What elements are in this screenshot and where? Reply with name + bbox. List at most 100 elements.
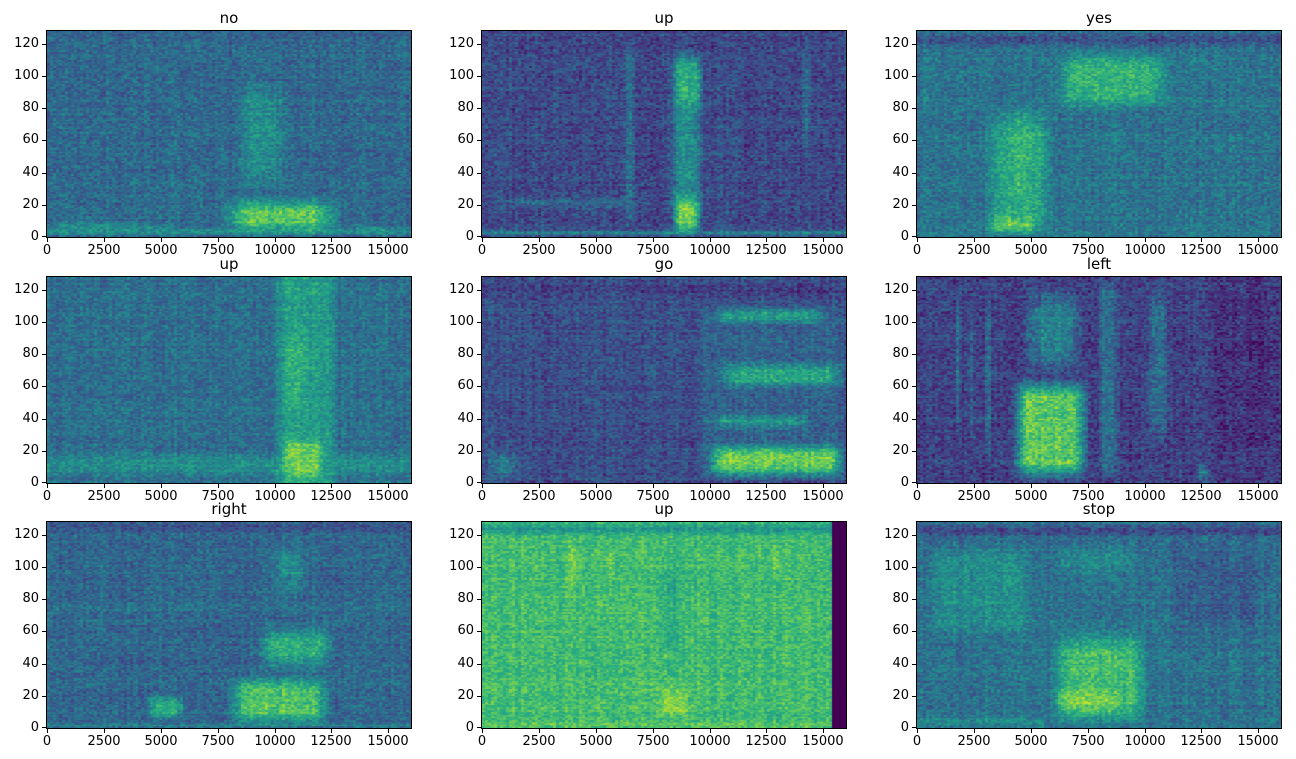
- x-tick-label: 15000: [802, 489, 844, 504]
- x-tick-label: 12500: [1180, 489, 1222, 504]
- subplot-title: yes: [1086, 9, 1112, 27]
- y-tick-label: 20: [457, 197, 474, 212]
- spectrogram-image: [482, 277, 846, 483]
- y-tick-mark: [477, 599, 481, 600]
- y-tick-label: 60: [22, 623, 39, 638]
- y-tick-label: 80: [892, 346, 909, 361]
- subplot-title: no: [219, 9, 239, 27]
- x-tick-mark: [1201, 729, 1202, 733]
- x-tick-mark: [482, 484, 483, 488]
- x-tick-mark: [47, 484, 48, 488]
- y-tick-mark: [912, 44, 916, 45]
- spectrogram-image: [482, 31, 846, 237]
- y-tick-label: 120: [449, 527, 474, 542]
- y-tick-mark: [477, 451, 481, 452]
- y-tick-mark: [912, 535, 916, 536]
- y-tick-label: 120: [449, 36, 474, 51]
- y-tick-label: 100: [14, 314, 39, 329]
- y-tick-label: 100: [449, 68, 474, 83]
- x-tick-label: 7500: [1071, 734, 1105, 749]
- y-tick-mark: [912, 451, 916, 452]
- y-tick-label: 100: [14, 68, 39, 83]
- x-tick-mark: [161, 484, 162, 488]
- x-tick-label: 0: [42, 734, 52, 749]
- subplot-title: go: [654, 255, 674, 273]
- x-tick-label: 2500: [957, 489, 991, 504]
- x-tick-mark: [917, 484, 918, 488]
- x-tick-mark: [823, 238, 824, 242]
- y-tick-label: 100: [449, 559, 474, 574]
- y-tick-label: 20: [22, 688, 39, 703]
- y-tick-mark: [477, 173, 481, 174]
- subplot-left-5: left 0 20 40 60 80 100 120 0 2500 5000 7500 10000 125…: [884, 255, 1282, 504]
- subplot-title: up: [654, 500, 674, 518]
- x-tick-mark: [1145, 484, 1146, 488]
- y-tick-label: 40: [892, 165, 909, 180]
- y-tick-label: 100: [14, 559, 39, 574]
- y-tick-mark: [477, 140, 481, 141]
- spectrogram-image: [917, 522, 1281, 728]
- y-tick-label: 120: [14, 282, 39, 297]
- y-tick-mark: [477, 535, 481, 536]
- x-tick-label: 2500: [87, 734, 121, 749]
- y-tick-label: 0: [900, 475, 909, 490]
- spectrogram-image: [917, 277, 1281, 483]
- y-tick-mark: [42, 173, 46, 174]
- x-tick-label: 15000: [367, 243, 409, 258]
- y-tick-label: 40: [457, 165, 474, 180]
- x-tick-mark: [1201, 238, 1202, 242]
- x-tick-label: 5000: [579, 243, 613, 258]
- x-tick-label: 0: [42, 243, 52, 258]
- y-tick-label: 40: [22, 165, 39, 180]
- y-tick-mark: [477, 567, 481, 568]
- x-tick-mark: [596, 484, 597, 488]
- y-tick-label: 80: [457, 346, 474, 361]
- spectrogram-image: [47, 522, 411, 728]
- x-tick-label: 15000: [367, 734, 409, 749]
- x-tick-mark: [104, 484, 105, 488]
- y-tick-mark: [42, 631, 46, 632]
- y-tick-label: 80: [457, 591, 474, 606]
- y-tick-mark: [42, 482, 46, 483]
- y-tick-mark: [42, 108, 46, 109]
- y-tick-label: 0: [900, 229, 909, 244]
- y-tick-label: 0: [465, 475, 474, 490]
- y-tick-label: 40: [457, 411, 474, 426]
- y-tick-label: 100: [884, 314, 909, 329]
- subplot-title: stop: [1082, 500, 1116, 518]
- subplot-title: right: [211, 500, 247, 518]
- subplot-yes-2: yes 0 20 40 60 80 100 120 0 2500 5000 7500 10000 1250…: [884, 9, 1282, 258]
- x-tick-label: 12500: [310, 734, 352, 749]
- y-tick-mark: [477, 419, 481, 420]
- x-tick-mark: [1088, 238, 1089, 242]
- x-tick-label: 2500: [87, 489, 121, 504]
- x-tick-mark: [482, 729, 483, 733]
- x-tick-label: 5000: [144, 734, 178, 749]
- x-tick-mark: [974, 484, 975, 488]
- y-tick-label: 100: [884, 68, 909, 83]
- y-tick-mark: [477, 205, 481, 206]
- y-tick-label: 80: [892, 591, 909, 606]
- x-tick-label: 2500: [957, 734, 991, 749]
- y-tick-label: 20: [892, 197, 909, 212]
- y-tick-mark: [912, 419, 916, 420]
- x-tick-label: 5000: [579, 734, 613, 749]
- x-tick-mark: [388, 729, 389, 733]
- y-tick-label: 120: [449, 282, 474, 297]
- x-tick-label: 15000: [1237, 243, 1279, 258]
- x-tick-mark: [1258, 238, 1259, 242]
- y-tick-label: 80: [892, 100, 909, 115]
- y-tick-label: 20: [457, 443, 474, 458]
- y-tick-mark: [42, 664, 46, 665]
- x-tick-label: 7500: [636, 243, 670, 258]
- x-tick-mark: [974, 238, 975, 242]
- x-tick-label: 10000: [1124, 489, 1166, 504]
- y-tick-mark: [42, 140, 46, 141]
- x-tick-label: 15000: [1237, 489, 1279, 504]
- x-tick-label: 7500: [1071, 243, 1105, 258]
- x-tick-mark: [710, 729, 711, 733]
- x-tick-mark: [161, 729, 162, 733]
- x-tick-mark: [766, 729, 767, 733]
- x-tick-label: 10000: [689, 243, 731, 258]
- x-tick-label: 7500: [1071, 489, 1105, 504]
